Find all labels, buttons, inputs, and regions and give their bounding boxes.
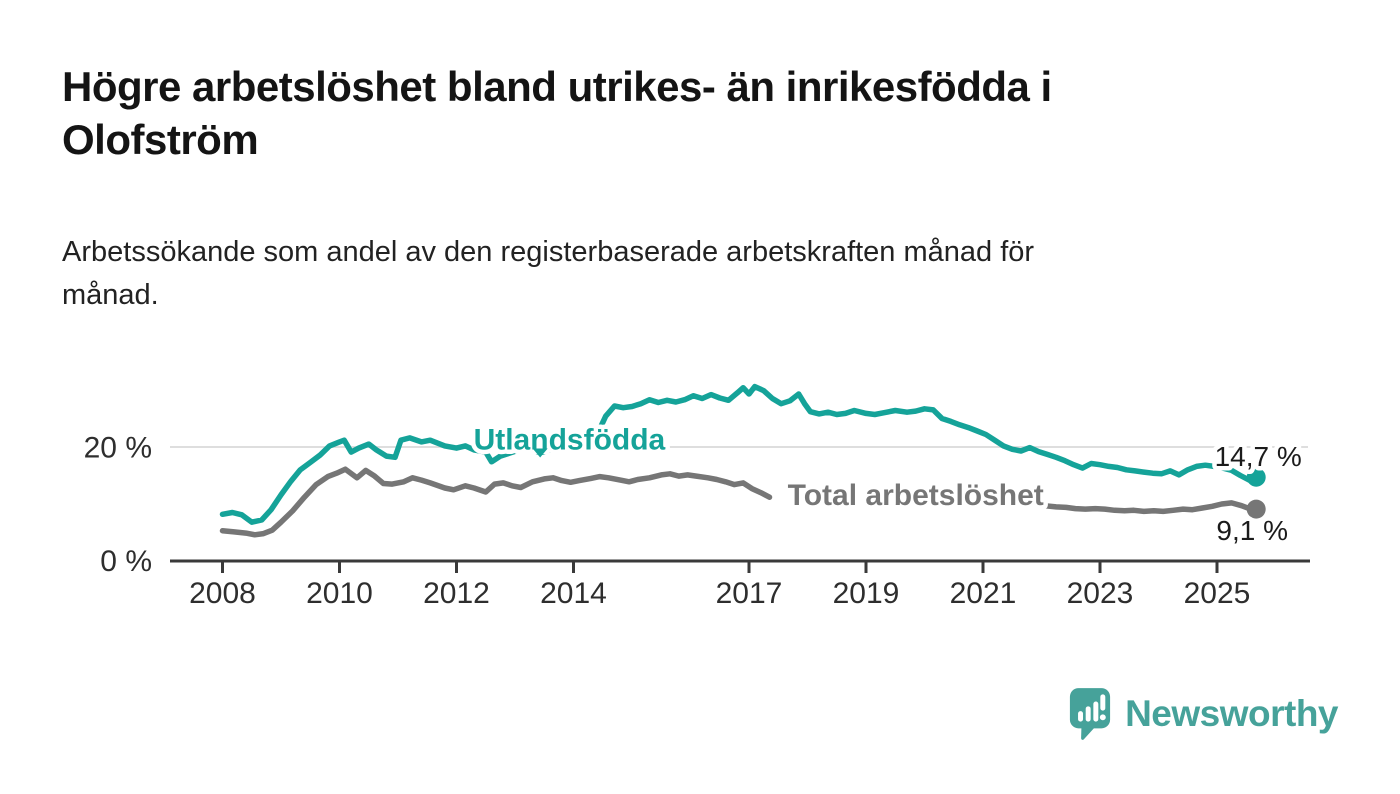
logo-bar-3 xyxy=(1093,701,1099,722)
x-axis-label-2023: 2023 xyxy=(1067,577,1134,610)
series-label-pointer-triangle xyxy=(532,448,548,458)
x-axis-label-2017: 2017 xyxy=(716,577,783,610)
x-axis-label-2025: 2025 xyxy=(1184,577,1251,610)
end-dot-total-arbetsl-shet xyxy=(1246,499,1266,519)
chart-subtitle: Arbetssökande som andel av den registerb… xyxy=(62,231,1342,317)
series-label-utlandsf-dda: Utlandsfödda xyxy=(474,424,666,457)
brand-name: Newsworthy xyxy=(1125,692,1338,734)
y-axis-label-0: 0 % xyxy=(100,545,152,578)
logo-exclamation-bar xyxy=(1100,694,1106,711)
logo-exclamation-dot xyxy=(1099,714,1106,721)
x-axis-label-2010: 2010 xyxy=(306,577,373,610)
x-axis-label-2021: 2021 xyxy=(950,577,1017,610)
title-line-2: Olofström xyxy=(62,116,259,163)
newsworthy-brand: Newsworthy xyxy=(1068,686,1338,741)
subtitle-line-1: Arbetssökande som andel av den registerb… xyxy=(62,236,1035,268)
page-title: Högre arbetslöshet bland utrikes- än inr… xyxy=(62,60,1342,166)
series-line-total-arbetsl-shet-seg2 xyxy=(1041,500,1259,515)
x-axis-label-2012: 2012 xyxy=(423,577,490,610)
value-label-9-1-: 9,1 % xyxy=(1216,515,1288,546)
x-axis-label-2014: 2014 xyxy=(540,577,607,610)
y-axis-label-20: 20 % xyxy=(84,432,152,465)
series-label-total-arbetsl-shet: Total arbetslöshet xyxy=(788,479,1044,512)
x-axis-label-2019: 2019 xyxy=(833,577,900,610)
subtitle-line-2: månad. xyxy=(62,279,159,311)
end-dot-utlandsf-dda xyxy=(1246,467,1266,487)
title-line-1: Högre arbetslöshet bland utrikes- än inr… xyxy=(62,63,1052,110)
series-line-utlandsf-dda xyxy=(219,383,1259,525)
newsworthy-logo-icon xyxy=(1069,688,1111,740)
x-axis-label-2008: 2008 xyxy=(189,577,256,610)
logo-bar-1 xyxy=(1078,711,1084,722)
series-line-total-arbetsl-shet-seg1 xyxy=(219,466,773,538)
value-label-14-7-: 14,7 % xyxy=(1215,441,1302,472)
logo-bar-2 xyxy=(1085,706,1091,722)
